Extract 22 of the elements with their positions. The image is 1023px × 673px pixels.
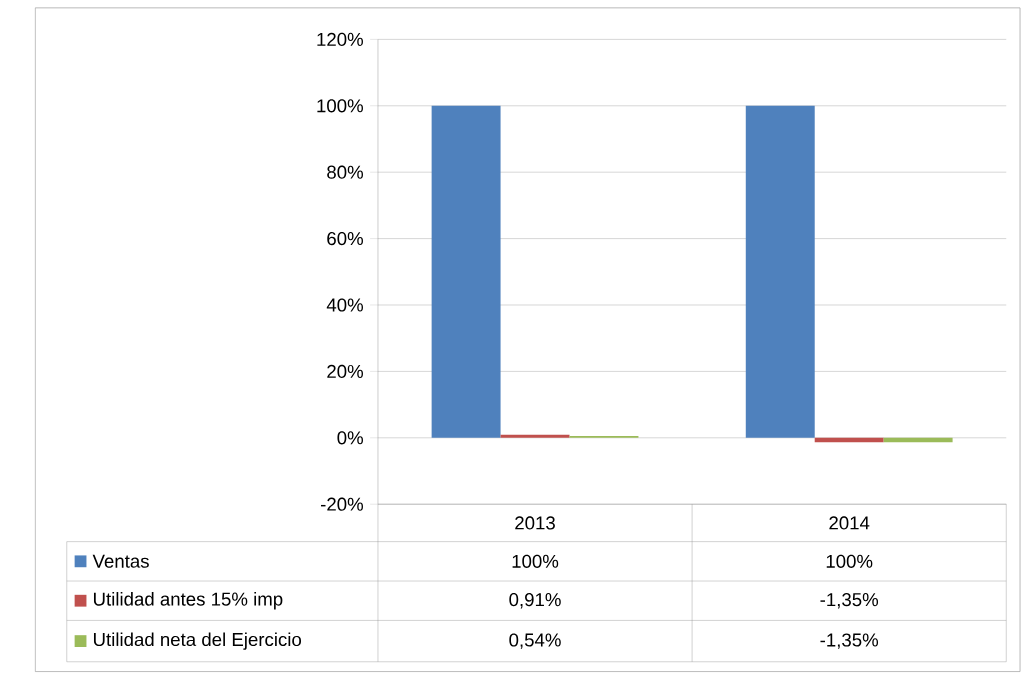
y-tick-label: 80% (327, 165, 363, 179)
x-tick-label: 2013 (515, 516, 555, 530)
bar (745, 105, 815, 438)
data-label: 0,54% (509, 633, 561, 649)
y-tick-label: 0% (337, 431, 363, 445)
legend-label: Ventas (92, 555, 149, 569)
y-tick-label: 60% (327, 232, 363, 246)
data-label: 0,91% (509, 593, 561, 609)
bar (500, 434, 570, 438)
y-tick-label: 20% (327, 364, 363, 379)
data-label: 100% (512, 554, 559, 569)
y-tick-label: 120% (317, 32, 363, 47)
legend-label: Utilidad neta del Ejercicio (93, 632, 302, 650)
legend-label: Utilidad antes 15% imp (93, 592, 283, 610)
y-tick-label: -20% (320, 497, 363, 511)
y-tick-label: 40% (326, 298, 363, 312)
data-label: -1,35% (820, 633, 879, 649)
y-tick-label: 100% (317, 99, 363, 113)
x-tick-label: 2014 (829, 516, 870, 530)
bar (431, 105, 501, 438)
data-label: 100% (826, 554, 873, 569)
data-label: -1,35% (820, 593, 879, 609)
